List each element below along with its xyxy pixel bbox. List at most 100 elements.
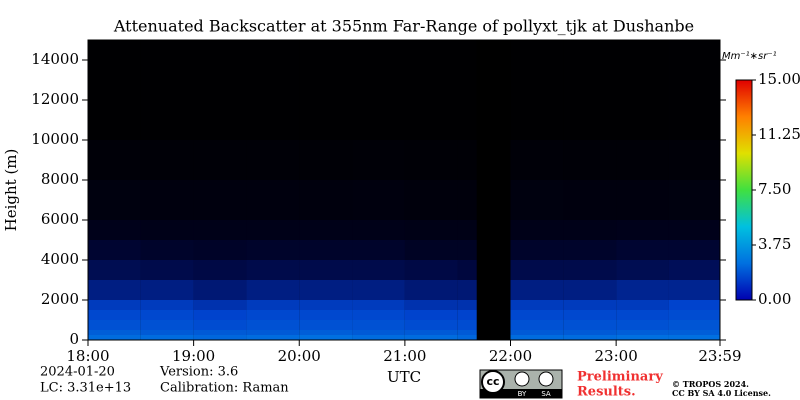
heatmap-cell: [510, 330, 564, 335]
colorbar-tick-label: 15.00: [758, 70, 800, 88]
heatmap-cell: [246, 180, 300, 220]
y-tick-label: 10000: [31, 130, 79, 148]
heatmap-cell: [511, 40, 564, 140]
x-axis-label: UTC: [387, 368, 421, 386]
heatmap-cell: [88, 40, 141, 140]
heatmap-cell: [404, 260, 458, 280]
heatmap-cell: [563, 310, 617, 320]
heatmap-cell: [299, 335, 353, 340]
heatmap-cell: [404, 320, 458, 330]
heatmap-cell: [510, 180, 564, 220]
y-tick-label: 4000: [41, 250, 79, 268]
heatmap-cell: [246, 140, 300, 180]
heatmap-cell: [88, 180, 141, 220]
heatmap-cell: [668, 310, 720, 320]
heatmap-cell: [88, 320, 141, 330]
heatmap-cell: [669, 40, 720, 140]
y-tick-label: 0: [69, 330, 79, 348]
heatmap-cell: [141, 40, 194, 140]
heatmap-cell: [140, 240, 194, 260]
heatmap-cell: [616, 180, 669, 220]
heatmap-cell: [193, 300, 247, 310]
heatmap-cell: [668, 180, 720, 220]
heatmap-cell: [510, 280, 564, 300]
y-tick-label: 8000: [41, 170, 79, 188]
heatmap-cell: [563, 320, 617, 330]
heatmap-cell: [246, 260, 300, 280]
heatmap-cell: [457, 335, 477, 340]
heatmap-cell: [88, 310, 141, 320]
heatmap-cell: [668, 220, 720, 240]
heatmap-cell: [352, 240, 405, 260]
heatmap-cell: [88, 330, 141, 335]
heatmap-cell: [352, 140, 405, 180]
heatmap-cell: [510, 335, 564, 340]
heatmap-cell: [88, 300, 141, 310]
heatmap-cell: [299, 260, 353, 280]
heatmap-cell: [140, 180, 194, 220]
x-tick-label: 21:00: [383, 347, 426, 365]
heatmap-cell: [299, 140, 352, 180]
heatmap-cell: [404, 335, 458, 340]
x-tick-label: 19:00: [172, 347, 215, 365]
heatmap-cell: [404, 280, 458, 300]
heatmap-cell: [510, 320, 564, 330]
heatmap-cell: [193, 220, 247, 240]
heatmap-cell: [88, 260, 141, 280]
heatmap-cell: [457, 330, 477, 335]
lidar-constant: LC: 3.31e+13: [40, 381, 131, 396]
x-tick-label: 22:00: [489, 347, 532, 365]
x-tick-label: 23:59: [698, 347, 741, 365]
heatmap-cell: [140, 300, 194, 310]
y-tick-label: 6000: [41, 210, 79, 228]
heatmap-cell: [88, 240, 141, 260]
heatmap-cell: [563, 240, 617, 260]
license: CC BY SA 4.0 License.: [672, 388, 771, 398]
plot-frame: [87, 39, 721, 341]
logo-text: SA: [541, 390, 551, 398]
heatmap-cell: [193, 140, 247, 180]
version: Version: 3.6: [159, 365, 238, 380]
heatmap-cell: [616, 330, 669, 335]
colorbar-tick-label: 11.25: [758, 125, 800, 143]
heatmap-cell: [563, 300, 617, 310]
heatmap-cell: [616, 260, 669, 280]
y-tick-label: 12000: [31, 90, 79, 108]
heatmap-cell: [404, 220, 458, 240]
colorbar-label: Mm⁻¹∗sr⁻¹: [722, 51, 777, 62]
heatmap-cell: [563, 260, 617, 280]
heatmap-cell: [457, 260, 477, 280]
heatmap-cell: [352, 300, 405, 310]
heatmap-cell: [510, 300, 564, 310]
heatmap-cell: [140, 280, 194, 300]
heatmap-cell: [246, 335, 300, 340]
heatmap-cell: [140, 140, 194, 180]
heatmap-cell: [457, 320, 477, 330]
heatmap-cell: [563, 330, 617, 335]
heatmap-cell: [563, 140, 617, 180]
heatmap-cell: [88, 140, 141, 180]
heatmap-cell: [88, 335, 141, 340]
heatmap-cell: [299, 310, 353, 320]
heatmap-cell: [299, 180, 353, 220]
y-tick-label: 2000: [41, 290, 79, 308]
y-axis-label: Height (m): [2, 149, 20, 232]
heatmap-cell: [88, 280, 141, 300]
heatmap-cell: [246, 330, 300, 335]
heatmap-cell: [616, 335, 669, 340]
heatmap-cell: [563, 220, 617, 240]
preliminary: Preliminary: [577, 370, 663, 385]
heatmap-cell: [404, 240, 458, 260]
heatmap-cell: [299, 330, 353, 335]
heatmap-cell: [299, 300, 353, 310]
heatmap-cell: [193, 335, 247, 340]
heatmap-cell: [246, 280, 300, 300]
heatmap-cell: [352, 330, 405, 335]
heatmap-cell: [457, 240, 477, 260]
heatmap-cell: [193, 320, 247, 330]
heatmap-cell: [510, 260, 564, 280]
logo-text: cc: [486, 375, 499, 388]
heatmap-cell: [616, 140, 669, 180]
heatmap-cell: [352, 40, 405, 140]
heatmap-cell: [458, 40, 477, 140]
